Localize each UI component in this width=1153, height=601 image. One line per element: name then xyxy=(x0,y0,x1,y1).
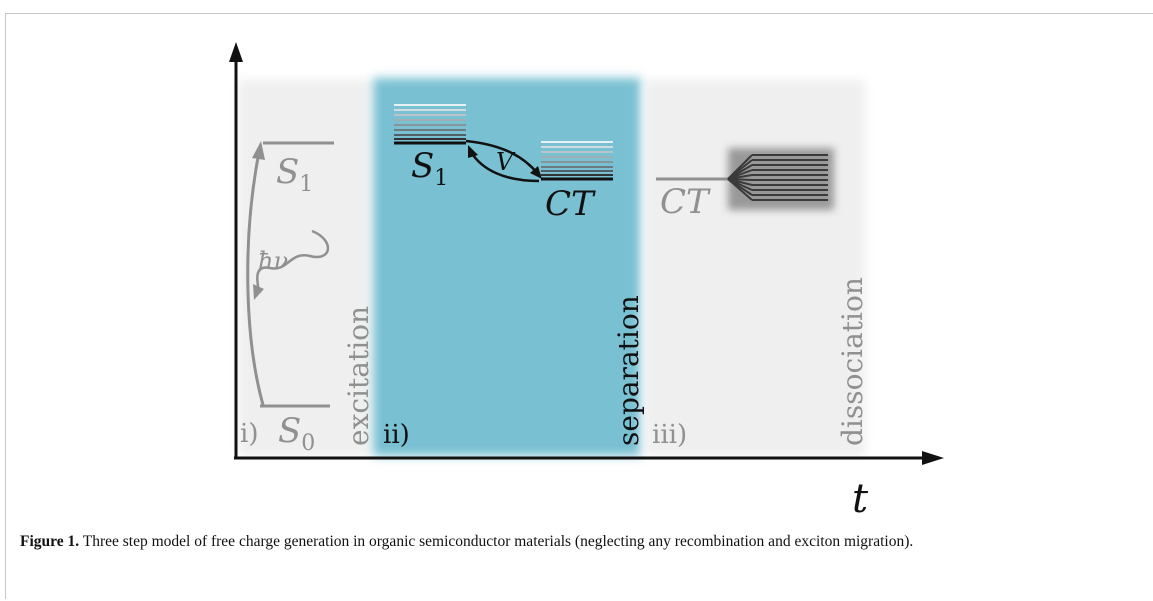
figure-caption-label: Figure 1. xyxy=(20,533,80,550)
axes xyxy=(229,42,944,465)
y-axis-arrowhead xyxy=(229,42,243,62)
s1-label-excitation: S1 xyxy=(276,152,313,197)
excitation-diagram xyxy=(246,141,334,408)
x-axis-arrowhead xyxy=(922,451,944,465)
step-label-separation: separation xyxy=(612,295,645,446)
panel-label-ii: ii) xyxy=(383,420,410,450)
step-label-excitation: excitation xyxy=(342,306,375,446)
coupling-arrows xyxy=(465,139,542,183)
s1-manifold xyxy=(394,104,466,145)
panel-label-iii: iii) xyxy=(652,420,687,450)
photon-arrowhead xyxy=(253,284,264,300)
photon-label: ħν xyxy=(258,247,288,275)
s0-label: S0 xyxy=(278,411,315,456)
figure-frame-left xyxy=(5,13,6,599)
photon-wiggle xyxy=(256,229,330,293)
three-step-model-figure: t S1 S0 ħν i) excitation xyxy=(229,42,944,522)
time-axis-label: t xyxy=(852,476,869,522)
ct-label-dissociation: CT xyxy=(660,182,711,222)
step-label-dissociation: dissociation xyxy=(836,277,869,446)
dissociation-panel xyxy=(645,80,865,455)
coupling-label: V xyxy=(496,148,516,176)
panel-label-i: i) xyxy=(240,419,258,449)
figure-frame-top xyxy=(5,13,1153,14)
s1-label-separation: S1 xyxy=(411,146,448,191)
ct-label-separation: CT xyxy=(545,184,596,224)
figure-caption-text: Three step model of free charge generati… xyxy=(79,533,914,550)
ct-manifold xyxy=(541,141,613,181)
excitation-arrowhead xyxy=(252,141,265,160)
figure-caption: Figure 1. Three step model of free charg… xyxy=(20,532,1130,552)
dissociation-continuum xyxy=(656,154,828,201)
